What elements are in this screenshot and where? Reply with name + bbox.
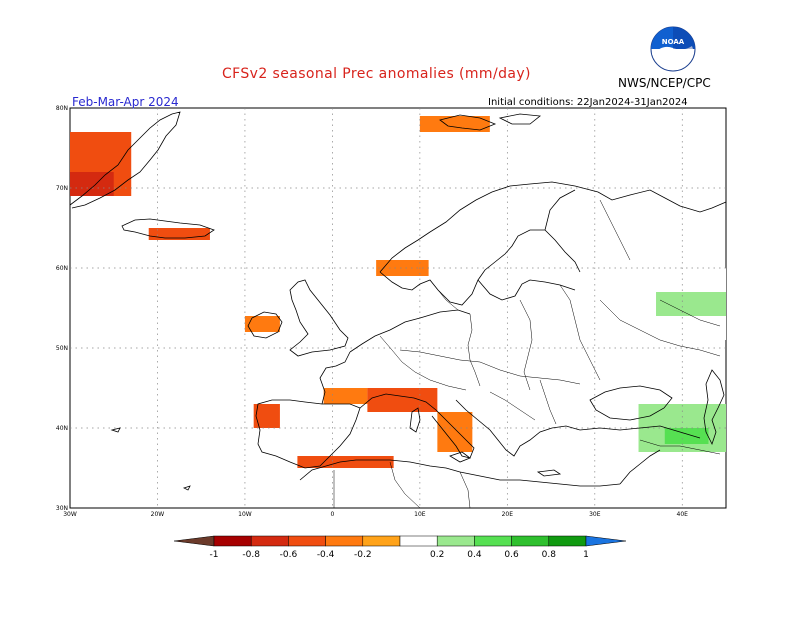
anomaly-region (323, 388, 368, 404)
colorbar-swatch (213, 535, 252, 547)
longitude-labels: 30W 20W 10W 0 10E 20E 30E 40E (63, 511, 688, 518)
lat-label: 30N (56, 505, 68, 512)
forecast-period: Feb-Mar-Apr 2024 (72, 95, 179, 109)
anomaly-region (297, 456, 394, 468)
anomaly-region (393, 244, 455, 260)
colorbar-swatch (399, 535, 438, 547)
svg-text:NOAA: NOAA (662, 38, 685, 46)
colorbar-label: -0.8 (242, 550, 260, 560)
anomaly-region (376, 260, 429, 276)
colorbar-swatch (548, 535, 587, 547)
latitude-labels: 80N 70N 60N 50N 40N 30N (56, 105, 68, 512)
colorbar-swatch (325, 535, 364, 547)
coastlines (69, 111, 727, 491)
colorbar-label: 0.2 (430, 550, 444, 560)
colorbar-label: -0.2 (354, 550, 372, 560)
lat-label: 60N (56, 265, 68, 272)
colorbar-label: 0.6 (504, 550, 519, 560)
colorbar-label: 0.8 (542, 550, 557, 560)
lon-label: 30E (589, 511, 601, 518)
graticule (70, 108, 726, 508)
lon-label: 10E (414, 511, 426, 518)
initial-conditions: Initial conditions: 22Jan2024-31Jan2024 (488, 97, 688, 108)
lat-label: 40N (56, 425, 68, 432)
anomaly-region (664, 428, 709, 444)
lon-label: 40E (677, 511, 689, 518)
colorbar-swatch (511, 535, 550, 547)
colorbar-swatch (362, 535, 401, 547)
anomaly-region (70, 172, 114, 196)
colorbar-label: -0.4 (317, 550, 335, 560)
anomaly-region (367, 388, 438, 412)
colorbar-swatch (250, 535, 289, 547)
colorbar-swatch (288, 535, 326, 547)
noaa-logo: NOAA (650, 26, 696, 72)
anomaly-region (244, 316, 280, 332)
lon-label: 20W (151, 511, 165, 518)
colorbar: -1 -0.8 -0.6 -0.4 -0.2 0.2 0.4 0.6 0.8 1 (173, 535, 627, 560)
lon-label: 20E (502, 511, 514, 518)
lat-label: 80N (56, 105, 68, 112)
colorbar-label: 1 (583, 550, 589, 560)
colorbar-swatch (474, 535, 512, 547)
lon-label: 10W (238, 511, 252, 518)
anomaly-region (419, 116, 490, 132)
lat-label: 50N (56, 345, 68, 352)
lon-label: 0 (330, 511, 334, 518)
colorbar-min-arrow (173, 535, 215, 547)
colorbar-label: -0.6 (280, 550, 298, 560)
colorbar-swatch (436, 535, 475, 547)
anomaly-region (656, 292, 726, 316)
lon-label: 30W (63, 511, 77, 518)
colorbar-label: 0.4 (467, 550, 482, 560)
country-borders (333, 199, 721, 509)
agency-label: NWS/NCEP/CPC (618, 76, 711, 90)
anomaly-region (437, 412, 473, 452)
colorbar-label: -1 (210, 550, 219, 560)
lat-label: 70N (56, 185, 68, 192)
colorbar-max-arrow (585, 535, 627, 547)
map-title: CFSv2 seasonal Prec anomalies (mm/day) (222, 66, 531, 82)
